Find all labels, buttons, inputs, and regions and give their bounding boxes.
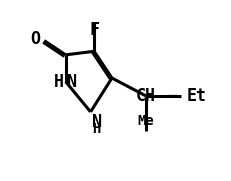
Text: H: H [93,122,101,136]
Text: F: F [89,21,99,39]
Text: H: H [54,73,64,90]
Text: CH: CH [136,87,156,105]
Text: O: O [31,30,41,48]
Text: Me: Me [137,114,154,128]
Text: N: N [67,73,77,90]
Text: Et: Et [187,87,207,105]
Text: —: — [168,87,178,105]
Text: N: N [92,113,102,131]
